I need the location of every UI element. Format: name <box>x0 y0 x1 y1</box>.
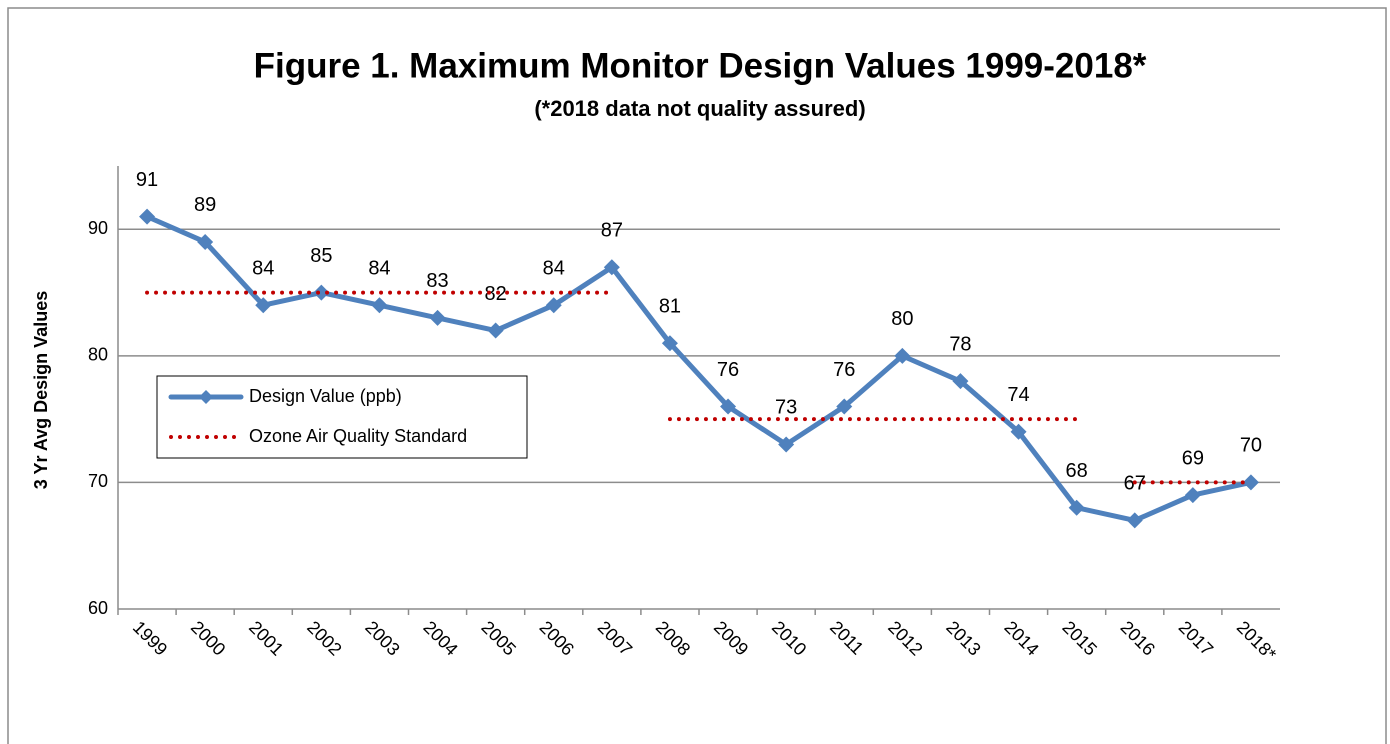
data-point <box>1068 499 1085 516</box>
data-label: 89 <box>194 194 216 216</box>
data-label: 78 <box>949 333 971 355</box>
data-point <box>603 259 620 276</box>
data-point <box>197 233 214 250</box>
data-label: 73 <box>775 397 797 419</box>
data-label: 81 <box>659 295 681 317</box>
data-label: 87 <box>601 220 623 242</box>
data-label: 84 <box>543 258 565 280</box>
y-tick-label: 60 <box>88 598 108 618</box>
data-label: 74 <box>1007 384 1029 406</box>
data-point <box>836 398 853 415</box>
data-label: 84 <box>368 258 390 280</box>
data-point <box>139 208 156 225</box>
legend-label: Design Value (ppb) <box>249 386 402 406</box>
data-point <box>952 373 969 390</box>
data-point <box>661 335 678 352</box>
data-label: 80 <box>891 308 913 330</box>
data-point <box>545 297 562 314</box>
data-point <box>894 347 911 364</box>
data-point <box>778 436 795 453</box>
data-point <box>487 322 504 339</box>
data-point <box>1184 487 1201 504</box>
data-point <box>1242 474 1259 491</box>
legend-marker <box>199 390 213 404</box>
series-line <box>144 214 1254 523</box>
y-tick-label: 80 <box>88 345 108 365</box>
data-point <box>371 297 388 314</box>
data-point <box>1010 423 1027 440</box>
data-label: 83 <box>426 270 448 292</box>
data-point <box>313 284 330 301</box>
legend-label: Ozone Air Quality Standard <box>249 426 467 446</box>
data-point <box>720 398 737 415</box>
data-label: 76 <box>717 359 739 381</box>
chart-title: Figure 1. Maximum Monitor Design Values … <box>254 46 1147 85</box>
y-axis-title: 3 Yr Avg Design Values <box>31 291 51 489</box>
data-label: 85 <box>310 245 332 267</box>
data-point <box>429 309 446 326</box>
data-point <box>1126 512 1143 529</box>
chart-subtitle: (*2018 data not quality assured) <box>534 96 865 121</box>
y-tick-label: 70 <box>88 471 108 491</box>
data-label: 76 <box>833 359 855 381</box>
data-label: 69 <box>1182 447 1204 469</box>
data-label: 91 <box>136 169 158 191</box>
legend-box <box>156 375 528 459</box>
data-label: 68 <box>1066 460 1088 482</box>
y-tick-label: 90 <box>88 218 108 238</box>
data-label: 82 <box>485 283 507 305</box>
data-label: 70 <box>1240 435 1262 457</box>
data-point <box>255 297 272 314</box>
data-label: 84 <box>252 258 274 280</box>
